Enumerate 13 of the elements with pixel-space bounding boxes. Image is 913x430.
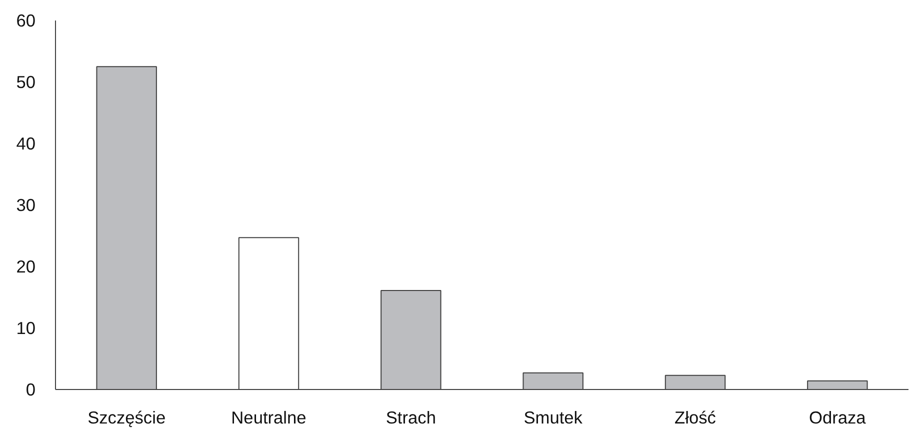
y-tick-label: 10 (16, 318, 36, 338)
x-tick-label: Strach (386, 408, 436, 428)
y-tick-label: 50 (16, 72, 36, 92)
y-tick-label: 20 (16, 256, 36, 276)
y-tick-label: 60 (16, 10, 36, 30)
x-tick-label: Smutek (524, 408, 583, 428)
x-tick-label: Złość (674, 408, 716, 428)
y-tick-label: 0 (26, 380, 36, 400)
y-tick-label: 40 (16, 134, 36, 154)
y-tick-label: 30 (16, 195, 36, 215)
x-tick-label: Odraza (809, 408, 866, 428)
x-tick-label: Neutralne (231, 408, 306, 428)
x-tick-label: Szczęście (88, 408, 166, 428)
